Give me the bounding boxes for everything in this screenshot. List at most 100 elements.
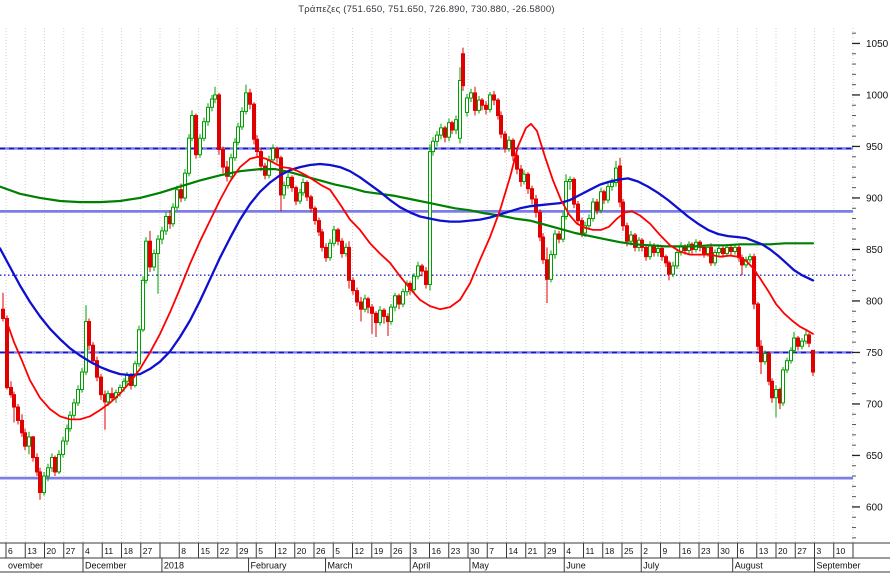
candle [248,92,252,105]
candle [774,389,778,399]
candle [5,317,9,388]
candle [378,309,382,324]
candle [496,99,500,117]
month-label: May [472,561,490,571]
candle [412,275,416,291]
week-label: 20 [778,546,788,556]
candle [156,238,160,255]
candle [286,176,290,187]
candle [618,165,622,203]
candle [725,246,729,255]
candle [568,178,572,182]
week-label: 6 [740,546,745,556]
month-label: July [643,561,660,571]
candle [561,215,565,240]
candle [374,312,378,324]
candle [526,173,530,190]
week-label: 30 [720,546,730,556]
y-axis-label: 950 [866,142,883,153]
week-label: 3 [817,546,822,556]
candle [515,155,519,170]
candle [53,457,57,473]
candle [255,138,259,153]
candle [465,97,469,113]
candle [38,471,42,494]
week-label: 30 [470,546,480,556]
week-label: 5 [335,546,340,556]
candle [229,157,233,177]
candle [763,352,767,363]
candle [648,244,652,258]
candle [602,191,606,201]
candle [233,141,237,159]
candle [99,376,103,396]
candle [553,233,557,256]
candle [583,225,587,234]
y-axis-label: 750 [866,348,883,359]
candle [461,53,465,87]
candle [564,180,568,217]
week-label: 29 [239,546,249,556]
candle [698,241,702,248]
candle [713,252,717,264]
candle [435,134,439,142]
candle [610,182,614,188]
candle [424,270,428,285]
candle [660,247,664,258]
y-axis-label: 800 [866,296,883,307]
candle [721,247,725,255]
candle [545,259,549,280]
candle [454,119,458,131]
candle [488,94,492,110]
candle [796,337,800,347]
candle [328,242,332,259]
candle [141,279,145,331]
week-label: 12 [278,546,288,556]
candle [382,309,386,317]
candle [294,187,298,202]
candle [522,173,526,182]
week-label: 25 [624,546,634,556]
week-label: 27 [66,546,76,556]
candle [87,321,91,346]
candle [656,247,660,254]
candle [31,436,35,459]
candle [675,252,679,267]
y-axis-label: 1050 [866,39,889,50]
week-label: 23 [451,546,461,556]
candle [187,137,191,174]
candle [179,189,183,199]
week-label: 20 [297,546,307,556]
candle [702,246,706,255]
candle [313,207,317,222]
candle [144,240,148,281]
chart-title: Τράπεζες (751.650, 751.650, 726.890, 730… [298,4,555,15]
candle [16,406,20,421]
candle [511,139,515,157]
week-label: 3 [412,546,417,556]
candle [450,122,454,131]
candle [225,166,229,177]
candle [252,103,256,140]
week-label: 26 [316,546,326,556]
week-label: 11 [104,546,113,556]
candle [305,182,309,198]
candle [492,94,496,101]
week-label: 27 [143,546,153,556]
week-label: 10 [836,546,846,556]
candle [298,192,302,202]
candle [416,265,420,277]
candle [23,432,27,447]
week-label: 9 [663,546,668,556]
week-label: 29 [547,546,557,556]
candle [317,220,321,233]
month-label: 2018 [164,561,184,571]
candle [171,206,175,225]
candle [198,137,202,156]
candle [366,298,370,308]
week-label: 4 [85,546,90,556]
candle [370,306,374,314]
candle [290,176,294,189]
